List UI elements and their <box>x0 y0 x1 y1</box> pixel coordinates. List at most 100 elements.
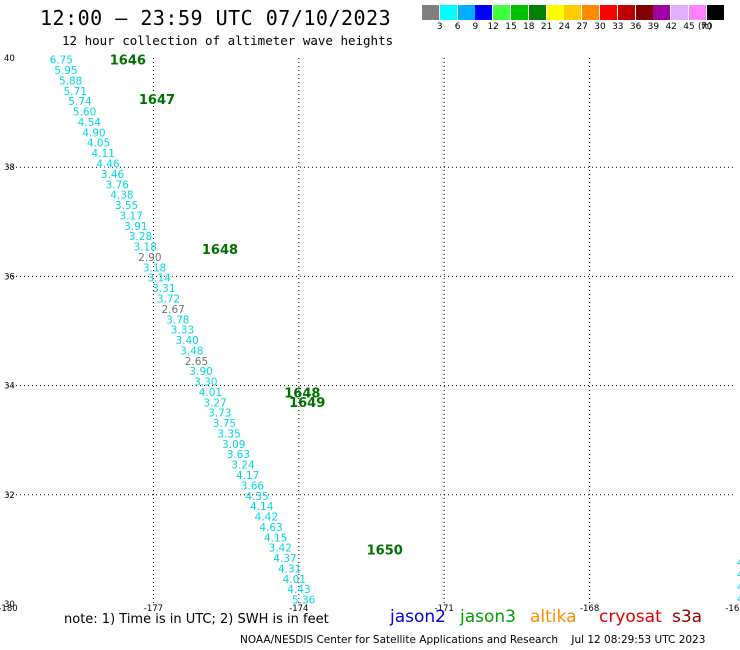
color-scale-swatch <box>671 5 689 20</box>
color-scale-swatch <box>600 5 617 20</box>
wave-height-value: 2.65 <box>185 356 208 368</box>
lat-tick-label: 36 <box>4 272 15 282</box>
lat-tick-label: 32 <box>4 491 15 501</box>
wave-height-value: 3.76 <box>106 179 130 191</box>
wave-height-value: 4. <box>737 594 740 606</box>
wave-height-value: 3.18 <box>143 262 166 274</box>
wave-height-value: 3.14 <box>147 273 171 285</box>
wave-height-value: 3.75 <box>213 418 236 430</box>
color-scale-swatch <box>422 5 439 20</box>
wave-height-value: 3.72 <box>157 293 180 305</box>
wave-height-value: 6.75 <box>50 55 73 67</box>
lon-tick-label: -174 <box>289 604 308 614</box>
time-label: 1648 <box>284 387 320 402</box>
color-scale-label: 39 <box>647 22 660 32</box>
color-scale-label: 30 <box>594 22 606 32</box>
color-scale-swatch <box>706 5 724 20</box>
color-scale-label: 36 <box>629 22 642 32</box>
wave-height-value: 5.88 <box>59 75 82 87</box>
satellite-legend-cryosat: cryosat <box>599 607 662 627</box>
credit-line: NOAA/NESDIS Center for Satellite Applica… <box>240 634 706 646</box>
wave-height-value: 4.35 <box>245 491 268 503</box>
lat-tick-label: 38 <box>4 163 15 173</box>
wave-height-value: 3.09 <box>222 439 245 451</box>
map-grid <box>8 58 735 604</box>
map-subtitle: 12 hour collection of altimeter wave hei… <box>62 33 394 48</box>
wave-height-value: 3.35 <box>217 428 240 440</box>
wave-height-value: 2.67 <box>161 304 184 316</box>
lon-tick-label: -180 <box>0 604 18 614</box>
wave-height-value: 4.11 <box>92 148 115 160</box>
wave-height-value: 4.31 <box>278 563 301 575</box>
wave-height-value: 2.90 <box>138 252 161 264</box>
wave-height-value: 5.74 <box>68 96 92 108</box>
color-scale-label: 15 <box>505 22 517 32</box>
footer-note: note: 1) Time is in UTC; 2) SWH is in fe… <box>64 612 329 627</box>
wave-height-value: 4.43 <box>287 584 310 596</box>
color-scale-label: 33 <box>612 22 624 32</box>
color-scale-swatch <box>511 5 528 20</box>
color-scale-unit: (ft) <box>698 22 712 32</box>
time-label: 1649 <box>289 396 325 411</box>
color-scale-label: 45 <box>683 22 695 32</box>
color-scale-label: 70 <box>701 22 713 32</box>
color-scale-swatch <box>582 5 600 20</box>
satellite-legend-jason3: jason3 <box>460 607 516 627</box>
wave-height-value: 3.46 <box>101 169 125 181</box>
color-scale-swatch <box>457 5 475 20</box>
wave-height-value: 3.63 <box>227 449 250 461</box>
color-scale-label: 42 <box>665 22 677 32</box>
color-scale-label: 21 <box>540 22 553 32</box>
wave-height-value: 3.31 <box>152 283 175 295</box>
wave-height-value: 3.48 <box>180 345 203 357</box>
wave-height-value: 4.17 <box>236 470 259 482</box>
color-scale-label: 24 <box>558 22 571 32</box>
wave-height-value: 4.01 <box>283 574 306 586</box>
wave-height-value: 3.42 <box>269 543 292 555</box>
color-scale-swatch <box>653 5 671 20</box>
wave-height-value: 3.27 <box>203 397 226 409</box>
color-scale-swatch <box>564 5 582 20</box>
lon-tick-label: -177 <box>144 604 163 614</box>
wave-height-value: 4.42 <box>255 512 278 524</box>
altimeter-track: 6.755.955.885.715.745.604.544.904.054.11… <box>50 55 740 607</box>
color-scale-swatch <box>689 5 706 20</box>
satellite-legend-s3a: s3a <box>672 607 703 627</box>
wave-height-value: 3.55 <box>115 200 138 212</box>
wave-height-value: 4.01 <box>199 387 222 399</box>
wave-height-value: 4.37 <box>273 553 296 565</box>
wave-height-value: 4.90 <box>82 127 105 139</box>
lat-tick-label: 30 <box>4 600 15 610</box>
lon-tick-label: -165 <box>725 604 740 614</box>
satellite-legend-jason2: jason2 <box>390 607 446 627</box>
satellite-legend-altika: altika <box>530 607 577 627</box>
wave-height-value: 5.71 <box>64 86 87 98</box>
wave-height-value: 3.24 <box>231 460 255 472</box>
lat-tick-label: 40 <box>4 54 15 64</box>
wave-height-value: 5.36 <box>292 595 316 607</box>
time-label: 1647 <box>139 93 175 108</box>
wave-height-value: 4.38 <box>110 190 133 202</box>
wave-height-value: 3.28 <box>129 231 152 243</box>
map-title: 12:00 — 23:59 UTC 07/10/2023 <box>40 6 392 30</box>
wave-height-value: 4.15 <box>264 532 287 544</box>
color-scale-swatch <box>528 5 546 20</box>
time-label: 1646 <box>110 54 146 69</box>
color-scale-label: 12 <box>487 22 499 32</box>
color-scale-label: 27 <box>576 22 588 32</box>
wave-height-value: 4 <box>737 569 740 581</box>
map-axis-labels: -180 -177 -174 -171 -168 -165 30 32 34 36 38 40 <box>0 54 740 614</box>
color-scale-swatch <box>439 5 457 20</box>
color-scale-label: 18 <box>523 22 535 32</box>
wave-height-value: 3.40 <box>175 335 198 347</box>
color-scale-label: 6 <box>454 22 461 32</box>
color-scale-swatch <box>635 5 653 20</box>
wave-height-value: 3.33 <box>171 325 194 337</box>
wave-height-value: 5.95 <box>54 65 77 77</box>
wave-height-value: 3.18 <box>134 242 157 254</box>
color-scale-label: 9 <box>472 22 479 32</box>
color-scale-label: 3 <box>436 22 443 32</box>
wave-height-value: 4.54 <box>78 117 102 129</box>
